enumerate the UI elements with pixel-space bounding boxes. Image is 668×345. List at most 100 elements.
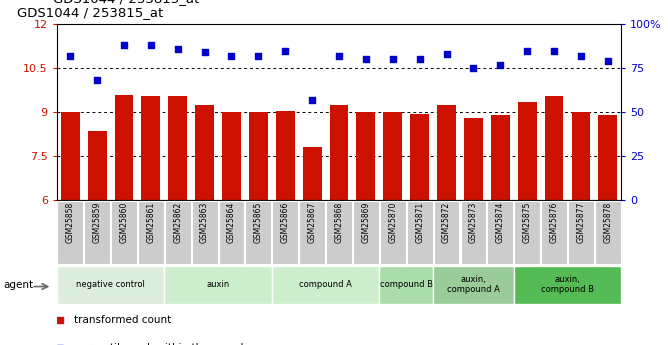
Point	[92, 78, 102, 83]
Bar	[572, 112, 591, 200]
Bar	[222, 112, 241, 200]
Bar	[488, 201, 513, 264]
Point	[280, 48, 291, 53]
Bar	[276, 111, 295, 200]
Text: GSM25878: GSM25878	[603, 201, 613, 243]
Bar	[272, 266, 379, 304]
Text: GSM25872: GSM25872	[442, 201, 451, 243]
Bar	[329, 105, 349, 200]
Point	[548, 48, 559, 53]
Point	[199, 50, 210, 55]
Point	[441, 51, 452, 57]
Text: GSM25875: GSM25875	[522, 201, 532, 243]
Bar	[514, 201, 540, 264]
Bar	[518, 102, 536, 200]
Bar	[464, 118, 483, 200]
Point	[576, 53, 587, 59]
Bar	[491, 115, 510, 200]
Point	[468, 66, 479, 71]
Text: GSM25861: GSM25861	[146, 201, 156, 243]
Bar	[299, 201, 325, 264]
Text: GSM25874: GSM25874	[496, 201, 505, 243]
Text: GSM25877: GSM25877	[576, 201, 585, 243]
Bar	[249, 112, 268, 200]
Bar	[273, 201, 298, 264]
Text: GSM25866: GSM25866	[281, 201, 290, 243]
Text: GSM25864: GSM25864	[227, 201, 236, 243]
Point	[414, 57, 425, 62]
Point	[253, 53, 264, 59]
Point	[361, 57, 371, 62]
Text: compound A: compound A	[299, 280, 352, 289]
Bar	[57, 266, 164, 304]
Text: compound B: compound B	[379, 280, 433, 289]
Bar	[433, 266, 514, 304]
Text: GDS1044 / 253815_at: GDS1044 / 253815_at	[17, 6, 164, 19]
Bar	[88, 131, 106, 200]
Bar	[379, 266, 433, 304]
Text: auxin,
compound A: auxin, compound A	[447, 275, 500, 294]
Bar	[326, 201, 352, 264]
Text: GSM25862: GSM25862	[173, 201, 182, 243]
Bar	[460, 201, 486, 264]
Point	[226, 53, 237, 59]
Bar	[111, 201, 137, 264]
Bar	[138, 201, 164, 264]
Bar	[357, 112, 375, 200]
Text: auxin,
compound B: auxin, compound B	[541, 275, 594, 294]
Bar	[115, 95, 134, 200]
Bar	[84, 201, 110, 264]
Bar	[165, 201, 190, 264]
Text: auxin: auxin	[206, 280, 230, 289]
Bar	[595, 201, 621, 264]
Point	[495, 62, 506, 67]
Bar	[192, 201, 218, 264]
Point	[146, 42, 156, 48]
Point	[172, 46, 183, 51]
Bar	[57, 201, 83, 264]
Bar	[142, 96, 160, 200]
Text: transformed count: transformed count	[73, 315, 171, 325]
Text: GSM25867: GSM25867	[308, 201, 317, 243]
Bar	[383, 112, 402, 200]
Bar	[61, 112, 79, 200]
Text: GSM25871: GSM25871	[415, 201, 424, 243]
Text: GSM25863: GSM25863	[200, 201, 209, 243]
Bar	[544, 96, 563, 200]
Bar	[599, 115, 617, 200]
Bar	[410, 114, 429, 200]
Point	[387, 57, 398, 62]
Bar	[568, 201, 594, 264]
Text: GSM25873: GSM25873	[469, 201, 478, 243]
Bar	[245, 201, 271, 264]
Bar	[218, 201, 244, 264]
Text: GSM25869: GSM25869	[361, 201, 370, 243]
Bar	[541, 201, 567, 264]
Bar	[514, 266, 621, 304]
Point	[603, 58, 613, 64]
Bar	[407, 201, 433, 264]
Bar	[437, 105, 456, 200]
Point	[334, 53, 345, 59]
Text: GSM25865: GSM25865	[254, 201, 263, 243]
Bar	[168, 96, 187, 200]
Text: GSM25870: GSM25870	[388, 201, 397, 243]
Bar	[195, 105, 214, 200]
Point	[119, 42, 130, 48]
Bar	[353, 201, 379, 264]
Text: negative control: negative control	[76, 280, 145, 289]
Text: agent: agent	[3, 280, 33, 289]
Bar	[380, 201, 405, 264]
Bar	[434, 201, 460, 264]
Text: GSM25858: GSM25858	[65, 201, 75, 243]
Text: GSM25860: GSM25860	[120, 201, 128, 243]
Text: GDS1044 / 253815_at: GDS1044 / 253815_at	[53, 0, 200, 5]
Text: GSM25876: GSM25876	[550, 201, 558, 243]
Text: GSM25859: GSM25859	[93, 201, 102, 243]
Point	[65, 53, 75, 59]
Bar	[164, 266, 272, 304]
Bar	[303, 147, 321, 200]
Text: GSM25868: GSM25868	[335, 201, 343, 243]
Point	[307, 97, 317, 102]
Text: percentile rank within the sample: percentile rank within the sample	[73, 344, 250, 345]
